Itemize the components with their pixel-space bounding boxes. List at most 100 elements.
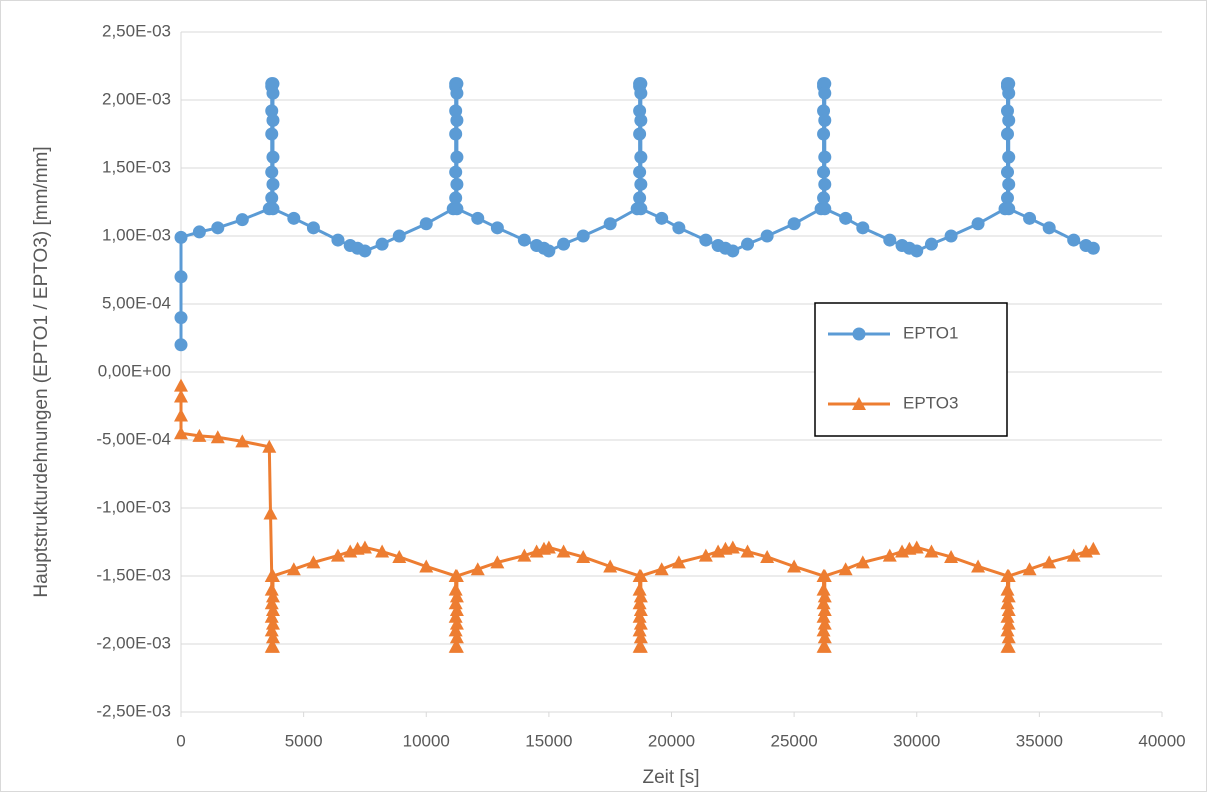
marker: [330, 548, 345, 562]
marker: [1086, 541, 1101, 555]
marker: [449, 616, 464, 630]
marker: [817, 165, 831, 179]
legend: EPTO1 EPTO3: [814, 302, 1008, 437]
marker: [909, 540, 924, 554]
marker: [632, 623, 647, 637]
marker: [1002, 150, 1016, 164]
marker: [1023, 211, 1037, 225]
x-axis-title: Zeit [s]: [642, 767, 699, 788]
marker: [1000, 104, 1014, 118]
marker: [265, 127, 279, 141]
marker: [1001, 616, 1016, 630]
marker: [287, 211, 301, 225]
marker: [419, 217, 433, 231]
marker: [816, 623, 831, 637]
marker: [816, 609, 831, 623]
marker: [450, 77, 464, 91]
marker: [1000, 582, 1015, 596]
marker: [1002, 177, 1016, 191]
marker: [760, 549, 775, 563]
x-tick-label: 0: [176, 731, 185, 750]
marker: [266, 113, 280, 127]
marker: [1000, 596, 1015, 610]
y-tick-label: 1,00E-03: [102, 225, 171, 244]
marker: [448, 596, 463, 610]
marker: [1002, 113, 1016, 127]
marker: [910, 244, 924, 258]
marker: [1001, 569, 1016, 582]
marker: [192, 428, 207, 442]
marker: [634, 202, 648, 216]
marker: [375, 544, 390, 558]
marker: [392, 229, 406, 243]
marker: [633, 639, 648, 653]
marker: [818, 177, 832, 191]
marker: [1002, 202, 1016, 216]
marker: [634, 177, 648, 191]
marker: [1086, 241, 1100, 255]
marker: [264, 582, 279, 596]
marker: [449, 191, 463, 205]
marker: [174, 389, 188, 403]
marker: [449, 630, 464, 644]
y-tick-label: 1,50E-03: [102, 157, 171, 176]
marker: [634, 113, 648, 127]
marker: [817, 104, 831, 118]
marker: [883, 233, 897, 247]
x-tick-label: 15000: [525, 731, 572, 750]
y-axis-title: Hauptstrukturdehnungen (EPTO1 / EPTO3) […: [31, 146, 52, 597]
marker: [263, 506, 278, 520]
marker: [633, 589, 648, 603]
marker: [449, 589, 464, 603]
y-tick-label: -5,00E-04: [96, 429, 171, 448]
y-tick-label: -2,50E-03: [96, 701, 171, 720]
grid: -2,50E-03 -2,00E-03 -1,50E-03 -1,00E-03 -5,0…: [96, 21, 1185, 750]
marker: [1001, 603, 1016, 616]
marker: [449, 165, 463, 179]
y-tick-label: 2,00E-03: [102, 89, 171, 108]
marker: [357, 540, 372, 554]
marker: [633, 191, 647, 205]
marker: [449, 639, 464, 653]
marker: [633, 630, 648, 644]
marker: [726, 244, 740, 258]
marker: [576, 549, 591, 563]
marker: [265, 616, 280, 630]
marker: [852, 327, 866, 341]
marker: [266, 177, 280, 191]
marker: [470, 562, 485, 576]
marker: [264, 609, 279, 623]
legend-label: EPTO3: [903, 393, 958, 412]
marker: [672, 221, 686, 235]
marker: [654, 562, 669, 576]
marker: [265, 603, 280, 616]
marker: [634, 77, 648, 91]
y-tick-label: -1,50E-03: [96, 565, 171, 584]
marker: [210, 430, 225, 444]
marker: [817, 616, 832, 630]
marker: [787, 559, 802, 573]
marker: [817, 191, 831, 205]
marker: [174, 378, 188, 392]
marker: [818, 202, 832, 216]
marker: [235, 434, 250, 448]
marker: [698, 548, 713, 562]
marker: [264, 596, 279, 610]
marker: [450, 113, 464, 127]
marker: [944, 229, 958, 243]
marker: [633, 569, 648, 582]
marker: [816, 582, 831, 596]
marker: [449, 569, 464, 582]
marker: [603, 559, 618, 573]
marker: [1067, 233, 1081, 247]
marker: [449, 127, 463, 141]
marker: [725, 540, 740, 554]
marker: [971, 559, 986, 573]
marker: [633, 616, 648, 630]
marker: [449, 104, 463, 118]
marker: [419, 559, 434, 573]
marker: [1002, 86, 1016, 100]
marker: [1000, 609, 1015, 623]
legend-box: [814, 302, 1008, 437]
